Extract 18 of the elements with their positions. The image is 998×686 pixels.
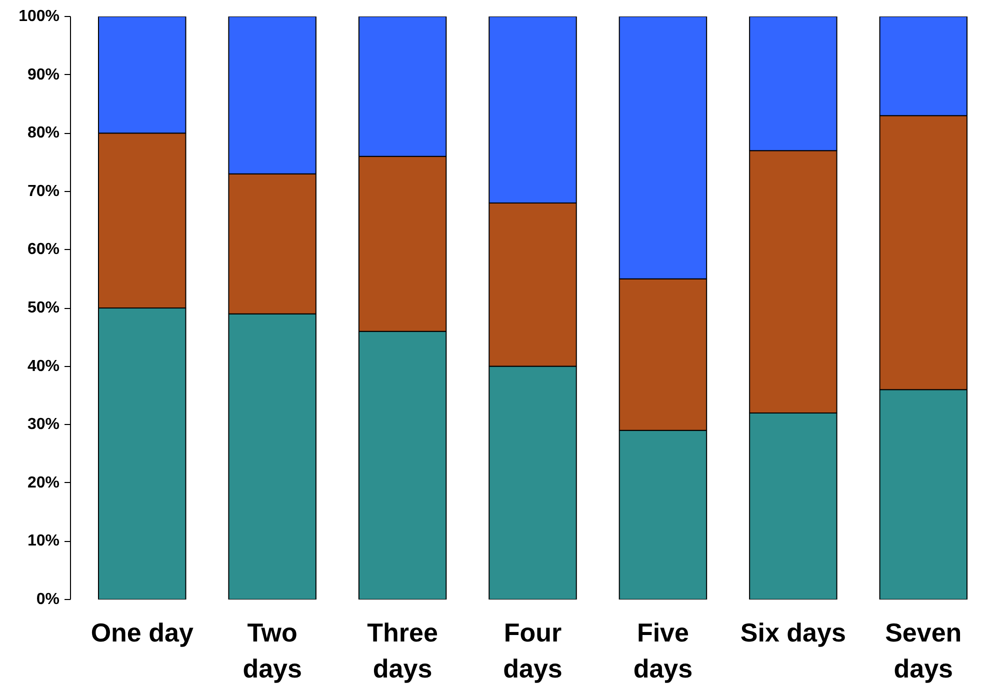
- y-tick-label: 10%: [27, 532, 60, 550]
- x-tick-label: One day: [90, 618, 194, 648]
- y-tick-label: 0%: [36, 591, 60, 608]
- y-tick-label: 30%: [27, 416, 60, 434]
- y-tick-label: 20%: [27, 474, 60, 492]
- y-tick-label: 80%: [27, 124, 60, 142]
- y-tick-label: 50%: [27, 300, 60, 316]
- y-tick-label: 60%: [27, 241, 60, 258]
- y-tick-label: 70%: [27, 182, 60, 200]
- y-tick-label: 90%: [27, 66, 60, 84]
- x-tick-label: Six days: [740, 618, 846, 648]
- y-tick-label: 40%: [27, 358, 60, 375]
- x-tick-label: Five days: [633, 618, 693, 684]
- y-tick-label: 100%: [18, 8, 60, 25]
- x-tick-label: Two days: [242, 618, 302, 684]
- x-tick-label: Three days: [367, 618, 438, 684]
- x-tick-label: Seven days: [885, 618, 962, 684]
- x-tick-label: Four days: [503, 618, 562, 684]
